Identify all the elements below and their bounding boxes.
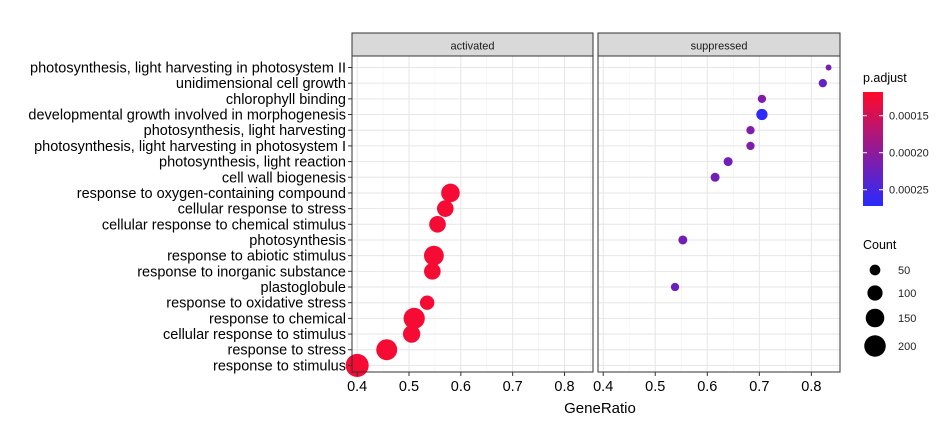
x-tick-label: 0.5 (645, 379, 665, 395)
y-tick-label: response to oxygen-containing compound (77, 186, 346, 202)
point-suppressed (678, 235, 688, 245)
panel-background (598, 56, 840, 372)
point-activated (423, 245, 444, 266)
color-legend-title: p.adjust (863, 71, 907, 85)
y-tick-label: cellular response to stress (178, 202, 346, 218)
y-tick-label: photosynthesis, light harvesting (144, 123, 346, 139)
y-tick-label: photosynthesis (249, 233, 346, 249)
size-legend-label: 150 (898, 313, 916, 325)
y-tick-label: unidimensional cell growth (176, 76, 346, 92)
point-activated (436, 200, 454, 217)
grid-lines (352, 56, 840, 372)
data-points (345, 64, 832, 377)
x-tick-label: 0.7 (749, 379, 769, 395)
x-axis-ticks: 0.4 0.5 0.6 0.7 0.8 0.4 0.5 0.6 0.7 0.8 (347, 372, 821, 395)
size-legend-dot (864, 335, 886, 357)
facet-label-activated: activated (450, 41, 494, 53)
facet-strips: activated suppressed (351, 32, 841, 57)
y-tick-label: response to oxidative stress (166, 296, 346, 312)
point-activated (429, 215, 446, 233)
point-suppressed (723, 157, 733, 167)
panel-borders (351, 55, 841, 373)
size-legend-dot (869, 264, 881, 276)
x-tick-label: 0.6 (697, 379, 717, 395)
size-legend: Count 50 100 150 200 (863, 238, 916, 357)
y-tick-label: response to stress (228, 343, 346, 359)
panel-border (351, 55, 594, 373)
x-tick-label: 0.8 (801, 379, 821, 395)
y-tick-label: plastoglobule (261, 280, 346, 296)
point-suppressed (756, 108, 768, 121)
y-tick-label: response to stimulus (213, 358, 346, 374)
x-tick-label: 0.5 (399, 379, 419, 395)
size-legend-label: 50 (898, 265, 910, 277)
panel-background (352, 56, 593, 372)
x-tick-label: 0.4 (593, 379, 613, 395)
panel-border (597, 55, 841, 373)
y-tick-label: photosynthesis, light reaction (159, 155, 346, 171)
x-tick-label: 0.4 (347, 379, 367, 395)
point-activated (424, 263, 441, 280)
size-legend-dot (867, 285, 883, 301)
y-tick-label: chlorophyll binding (226, 92, 346, 108)
point-suppressed (757, 94, 767, 104)
point-suppressed (670, 282, 680, 292)
point-activated (345, 353, 369, 377)
color-legend-label: 0.00025 (889, 185, 929, 197)
y-tick-label: photosynthesis, light harvesting in phot… (30, 61, 346, 77)
point-suppressed (825, 64, 832, 71)
y-axis-labels: photosynthesis, light harvesting in phot… (28, 61, 352, 374)
y-tick-label: developmental growth involved in morphog… (28, 108, 346, 124)
y-tick-label: cell wall biogenesis (222, 170, 346, 186)
size-legend-label: 200 (898, 341, 916, 353)
y-tick-label: cellular response to chemical stimulus (102, 217, 346, 233)
size-legend-dot (865, 308, 885, 328)
y-tick-label: response to abiotic stimulus (167, 249, 346, 265)
panel-backgrounds (352, 56, 840, 372)
point-suppressed (746, 126, 755, 135)
color-legend-label: 0.00020 (889, 148, 929, 160)
color-bar (863, 92, 883, 206)
x-tick-label: 0.7 (503, 379, 523, 395)
point-activated (403, 307, 425, 329)
point-activated (419, 295, 435, 310)
point-suppressed (818, 79, 827, 88)
color-legend-label: 0.00015 (889, 111, 929, 123)
x-tick-label: 0.8 (554, 379, 574, 395)
y-tick-label: response to chemical (209, 311, 346, 327)
y-tick-label: photosynthesis, light harvesting in phot… (34, 139, 346, 155)
x-axis-title: GeneRatio (564, 400, 636, 417)
y-tick-label: cellular response to stimulus (163, 327, 346, 343)
point-activated (441, 183, 460, 203)
x-tick-label: 0.6 (451, 379, 471, 395)
point-activated (402, 325, 421, 343)
size-legend-title: Count (863, 238, 897, 252)
point-activated (376, 339, 398, 361)
y-tick-label: response to inorganic substance (137, 264, 346, 280)
facet-label-suppressed: suppressed (691, 41, 748, 53)
point-suppressed (746, 141, 755, 151)
size-legend-label: 100 (898, 288, 916, 300)
point-suppressed (710, 172, 720, 182)
color-legend: p.adjust 0.00015 0.00020 0.00025 (863, 71, 929, 206)
